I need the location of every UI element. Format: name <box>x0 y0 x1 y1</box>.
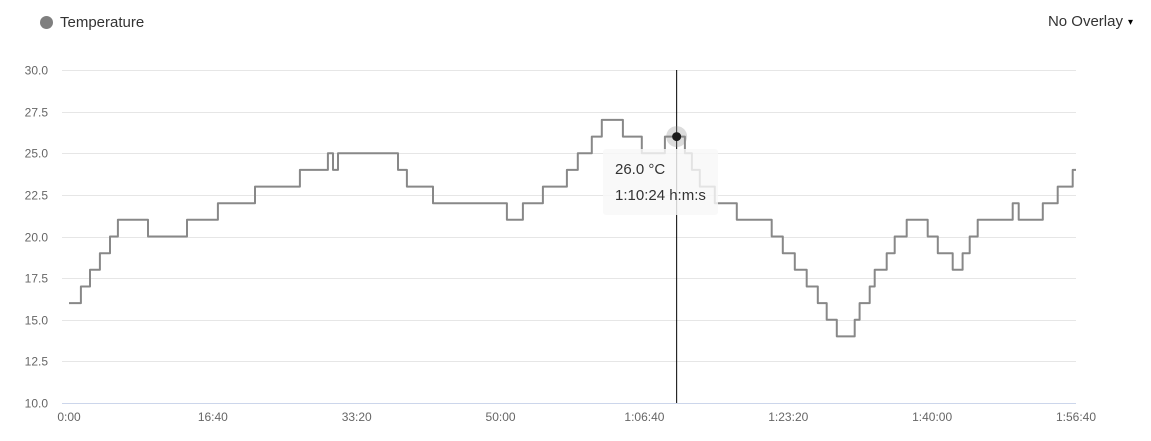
x-axis-tick-label: 0:00 <box>57 410 81 424</box>
y-axis-tick-label: 22.5 <box>25 189 49 203</box>
y-axis-tick-label: 15.0 <box>25 314 49 328</box>
x-axis-tick-label: 1:40:00 <box>912 410 952 424</box>
overlay-dropdown-label: No Overlay <box>1047 13 1123 30</box>
legend-label: Temperature <box>60 14 145 31</box>
x-axis-tick-label: 33:20 <box>342 410 372 424</box>
x-axis-tick-label: 16:40 <box>198 410 228 424</box>
hover-point-marker <box>672 132 682 142</box>
x-axis-tick-label: 50:00 <box>486 410 516 424</box>
y-axis-tick-label: 20.0 <box>25 231 49 245</box>
x-axis-tick-label: 1:23:20 <box>768 410 808 424</box>
y-axis-tick-label: 30.0 <box>25 64 49 78</box>
y-axis-tick-label: 27.5 <box>25 106 49 120</box>
legend-item-temperature[interactable]: Temperature <box>40 14 144 31</box>
y-axis-tick-label: 12.5 <box>25 355 49 369</box>
overlay-dropdown[interactable]: No Overlay ▾ <box>1048 13 1133 30</box>
y-axis-tick-label: 17.5 <box>25 272 49 286</box>
legend-marker-icon <box>40 16 53 29</box>
x-axis-tick-label: 1:06:40 <box>624 410 664 424</box>
x-axis-tick-label: 1:56:40 <box>1056 410 1096 424</box>
temperature-series-line <box>69 118 1076 338</box>
chevron-down-icon: ▾ <box>1127 17 1133 28</box>
y-axis-tick-label: 10.0 <box>25 397 49 411</box>
y-axis-tick-label: 25.0 <box>25 147 49 161</box>
